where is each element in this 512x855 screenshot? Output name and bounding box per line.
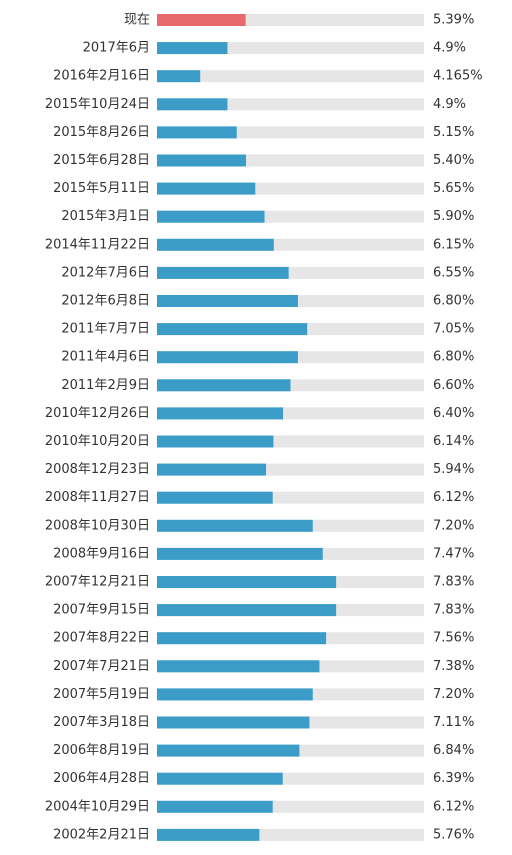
value-label: 5.15%: [433, 125, 474, 140]
bar: [157, 323, 308, 336]
value-label: 5.76%: [433, 827, 474, 842]
bar: [157, 604, 337, 617]
category-label: 2007年3月18日: [53, 715, 150, 730]
value-label: 5.90%: [433, 209, 474, 224]
value-label: 6.40%: [433, 406, 474, 421]
bar: [157, 772, 283, 785]
bar: [157, 547, 323, 560]
bar: [157, 295, 298, 307]
value-label: 7.47%: [433, 546, 474, 561]
category-label: 2015年6月28日: [53, 153, 150, 168]
bar-track: [157, 70, 424, 83]
value-label: 7.20%: [433, 687, 474, 702]
value-label: 5.40%: [433, 153, 474, 168]
bar: [157, 126, 237, 139]
category-label: 2017年6月: [83, 41, 150, 56]
bar: [157, 266, 289, 279]
bar: [157, 379, 291, 392]
category-label: 2007年12月21日: [45, 575, 150, 590]
bar: [157, 351, 298, 364]
bar: [157, 519, 313, 532]
bar: [157, 828, 260, 841]
category-label: 2015年5月11日: [53, 181, 150, 196]
value-label: 6.15%: [433, 237, 474, 252]
category-label: 2012年6月8日: [61, 294, 150, 309]
bar: [157, 98, 228, 111]
category-label: 2007年9月15日: [53, 603, 150, 618]
category-label: 2002年2月21日: [53, 827, 150, 842]
category-label: 2007年8月22日: [53, 631, 150, 646]
category-label: 2006年8月19日: [53, 743, 150, 758]
category-label: 2011年2月9日: [61, 378, 150, 393]
category-label: 2008年10月30日: [45, 518, 150, 533]
category-label: 2011年4月6日: [61, 350, 150, 365]
value-label: 5.39%: [433, 13, 474, 28]
value-label: 6.60%: [433, 378, 474, 393]
bar: [157, 576, 337, 588]
bar: [157, 688, 313, 701]
category-label: 2015年3月1日: [61, 209, 150, 224]
category-label: 2008年9月16日: [53, 546, 150, 561]
value-label: 6.39%: [433, 771, 474, 786]
category-label: 2016年2月16日: [53, 69, 150, 84]
value-label: 7.56%: [433, 631, 474, 646]
value-label: 7.11%: [433, 715, 474, 730]
bar: [157, 463, 267, 476]
value-label: 6.55%: [433, 265, 474, 280]
bar: [157, 407, 284, 420]
value-label: 7.20%: [433, 518, 474, 533]
bar: [157, 660, 320, 673]
value-label: 4.9%: [433, 97, 466, 112]
bar: [157, 182, 256, 195]
category-label: 2004年10月29日: [45, 799, 150, 814]
value-label: 7.83%: [433, 603, 474, 618]
category-label: 2012年7月6日: [61, 265, 150, 280]
bar: [157, 210, 265, 223]
category-label: 2010年10月20日: [45, 434, 150, 449]
category-label: 2015年10月24日: [45, 97, 150, 112]
bar: [157, 238, 274, 251]
bar: [157, 632, 327, 645]
bar: [157, 491, 273, 504]
category-label: 现在: [124, 13, 150, 28]
bar: [157, 42, 228, 55]
category-label: 2010年12月26日: [45, 406, 150, 421]
bar: [157, 716, 310, 729]
value-label: 6.80%: [433, 294, 474, 309]
category-label: 2007年5月19日: [53, 687, 150, 702]
category-label: 2008年12月23日: [45, 462, 150, 477]
value-label: 5.94%: [433, 462, 474, 477]
bar: [157, 14, 246, 26]
value-label: 4.9%: [433, 41, 466, 56]
bar: [157, 800, 273, 813]
value-label: 7.83%: [433, 575, 474, 590]
value-label: 6.80%: [433, 350, 474, 365]
value-label: 6.12%: [433, 799, 474, 814]
bar: [157, 435, 274, 448]
bar: [157, 70, 201, 83]
value-label: 5.65%: [433, 181, 474, 196]
category-label: 2014年11月22日: [45, 237, 150, 252]
value-label: 7.05%: [433, 322, 474, 337]
category-label: 2015年8月26日: [53, 125, 150, 140]
value-label: 6.84%: [433, 743, 474, 758]
bar-track: [157, 126, 424, 139]
bar: [157, 154, 246, 167]
category-label: 2008年11月27日: [45, 490, 150, 505]
category-label: 2007年7月21日: [53, 659, 150, 674]
value-label: 7.38%: [433, 659, 474, 674]
category-label: 2011年7月7日: [61, 322, 150, 337]
value-label: 4.165%: [433, 69, 483, 84]
value-label: 6.12%: [433, 490, 474, 505]
category-label: 2006年4月28日: [53, 771, 150, 786]
bar: [157, 744, 300, 757]
value-label: 6.14%: [433, 434, 474, 449]
